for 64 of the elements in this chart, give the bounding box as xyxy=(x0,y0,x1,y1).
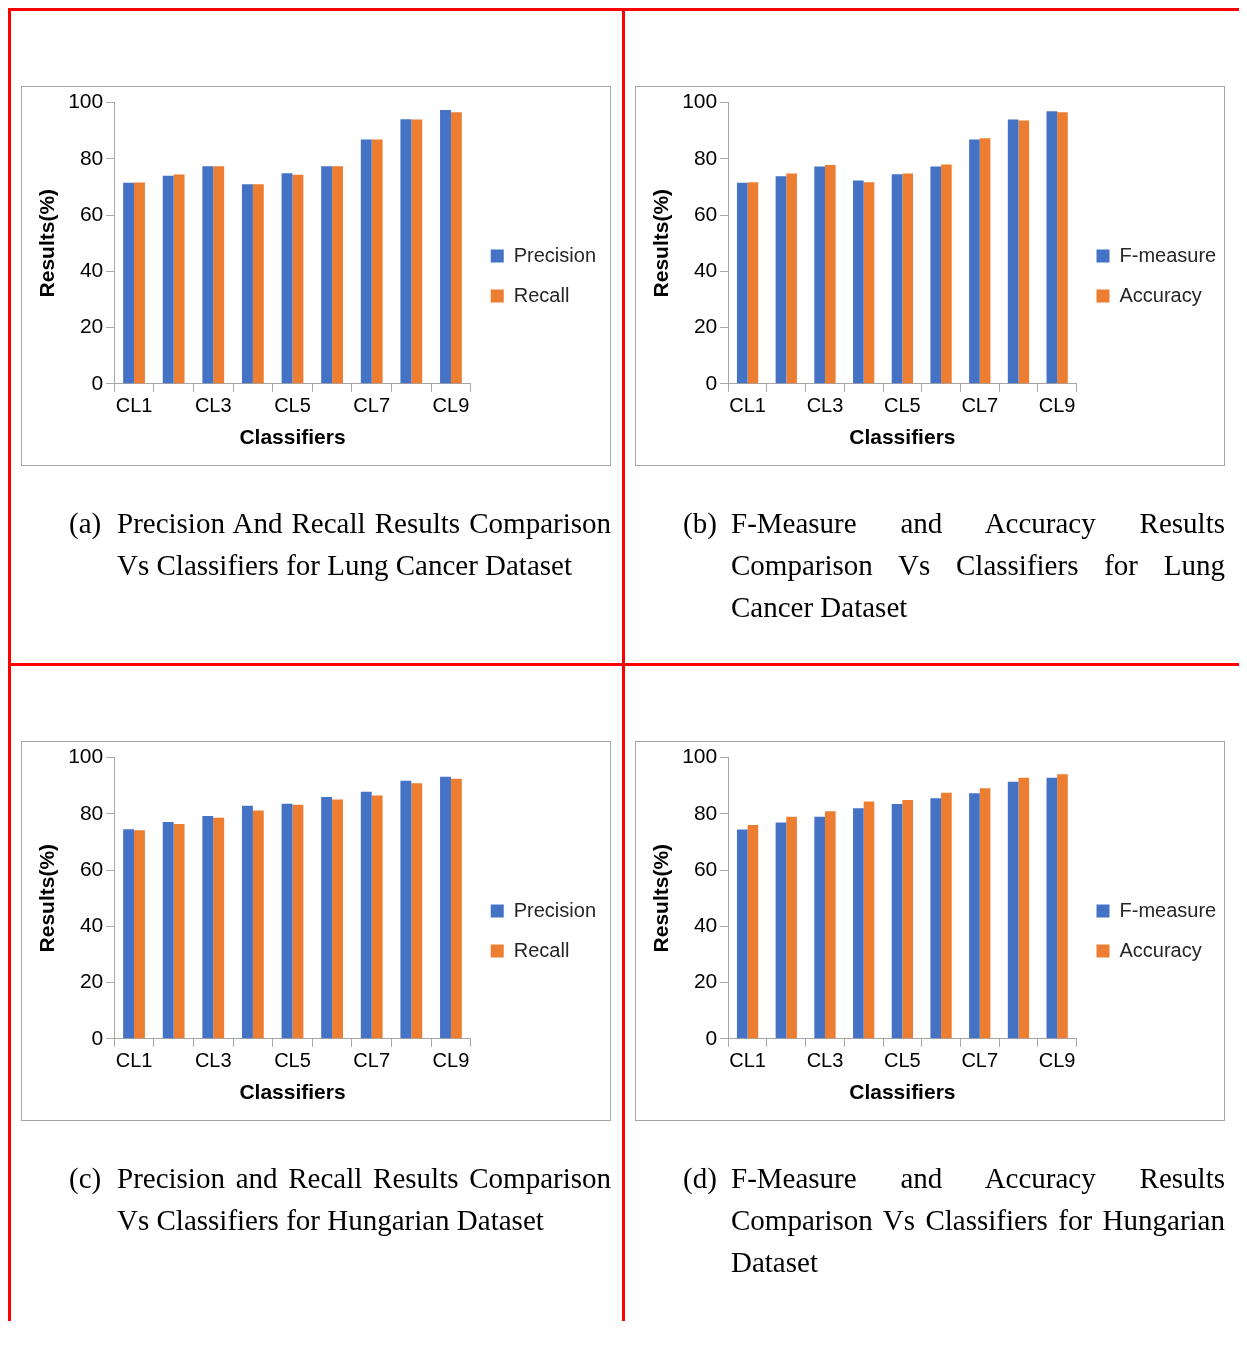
x-tick-label: CL5 xyxy=(274,1049,311,1072)
y-tick-label: 80 xyxy=(693,800,718,824)
x-tick-label: CL1 xyxy=(115,1049,153,1072)
y-tick-label: 60 xyxy=(693,201,718,225)
y-tick-label: 40 xyxy=(693,258,718,282)
x-tick-label: CL9 xyxy=(432,394,470,417)
legend-label: F-measure xyxy=(1119,243,1217,266)
y-axis-title: Results(%) xyxy=(35,188,59,298)
legend-label: Precision xyxy=(513,243,597,266)
y-tick-label: 20 xyxy=(693,314,718,338)
y-tick-label: 20 xyxy=(693,969,718,993)
x-tick-label: CL3 xyxy=(806,1049,844,1072)
x-tick-label: CL1 xyxy=(115,394,153,417)
text: (a) Precision And Recall Results Comparison Vs Classifiers for Lung Cancer Dataset xyxy=(69,506,611,583)
legend-label: Recall xyxy=(513,938,570,961)
y-axis-title: Results(%) xyxy=(649,188,673,298)
x-tick-label: CL3 xyxy=(194,1049,232,1072)
x-tick-label: CL9 xyxy=(1038,394,1076,417)
y-tick-label: 0 xyxy=(705,370,718,394)
y-tick-label: 60 xyxy=(79,201,104,225)
x-axis-title: Classifiers xyxy=(849,425,956,449)
y-axis-title: Results(%) xyxy=(649,843,673,953)
x-tick-label: CL7 xyxy=(961,1049,999,1072)
x-tick-label: CL1 xyxy=(729,394,766,417)
legend-label: F-measure xyxy=(1119,898,1217,921)
y-tick-label: 80 xyxy=(79,145,104,169)
y-tick-label: 0 xyxy=(705,1025,718,1049)
x-tick-label: CL5 xyxy=(884,1049,921,1072)
x-axis-title: Classifiers xyxy=(849,1080,956,1104)
y-tick-label: 40 xyxy=(79,258,104,282)
y-tick-label: 0 xyxy=(91,1025,104,1049)
y-tick-label: 40 xyxy=(79,913,104,937)
y-tick-label: 80 xyxy=(693,145,718,169)
x-tick-label: CL7 xyxy=(961,394,999,417)
y-tick-label: 20 xyxy=(79,969,104,993)
x-axis-title: Classifiers xyxy=(239,425,346,449)
legend-label: Accuracy xyxy=(1119,283,1202,306)
text: (d) F-Measure and Accuracy Results Comparison Vs Classifiers for Hungarian Dataset xyxy=(683,1161,1225,1280)
y-tick-label: 0 xyxy=(91,370,104,394)
x-tick-label: CL9 xyxy=(432,1049,470,1072)
x-tick-label: CL3 xyxy=(806,394,844,417)
y-tick-label: 100 xyxy=(68,89,104,113)
x-tick-label: CL5 xyxy=(274,394,311,417)
text: (c) Precision and Recall Results Comparison Vs Classifiers for Hungarian Dataset xyxy=(69,1161,611,1238)
text: (b) F-Measure and Accuracy Results Comparison Vs Classifiers for Lung Cancer Dataset xyxy=(683,506,1225,625)
legend-label: Recall xyxy=(513,283,570,306)
y-tick-label: 100 xyxy=(682,89,718,113)
y-tick-label: 40 xyxy=(693,913,718,937)
y-tick-label: 20 xyxy=(79,314,104,338)
x-tick-label: CL3 xyxy=(194,394,232,417)
y-tick-label: 60 xyxy=(79,856,104,880)
y-tick-label: 100 xyxy=(682,744,718,768)
y-tick-label: 80 xyxy=(79,800,104,824)
x-axis-title: Classifiers xyxy=(239,1080,346,1104)
x-tick-label: CL1 xyxy=(729,1049,766,1072)
legend-label: Precision xyxy=(513,898,597,921)
legend-label: Accuracy xyxy=(1119,938,1202,961)
y-axis-title: Results(%) xyxy=(35,843,59,953)
x-tick-label: CL7 xyxy=(353,394,391,417)
x-tick-label: CL9 xyxy=(1038,1049,1076,1072)
x-tick-label: CL7 xyxy=(353,1049,391,1072)
x-tick-label: CL5 xyxy=(884,394,921,417)
y-tick-label: 100 xyxy=(68,744,104,768)
y-tick-label: 60 xyxy=(693,856,718,880)
